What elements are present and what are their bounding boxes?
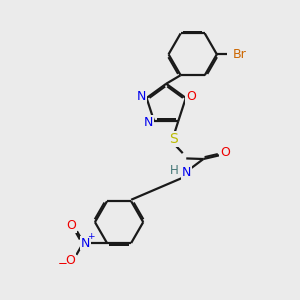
Text: +: +	[87, 232, 95, 241]
Text: S: S	[169, 132, 178, 146]
Text: −: −	[58, 257, 68, 270]
Text: O: O	[66, 219, 76, 232]
Text: H: H	[169, 164, 178, 177]
Text: Br: Br	[233, 48, 247, 61]
Text: O: O	[220, 146, 230, 159]
Text: N: N	[182, 167, 191, 179]
Text: O: O	[65, 254, 75, 267]
Text: O: O	[186, 90, 196, 103]
Text: N: N	[136, 90, 146, 103]
Text: N: N	[144, 116, 154, 129]
Text: N: N	[80, 236, 90, 250]
